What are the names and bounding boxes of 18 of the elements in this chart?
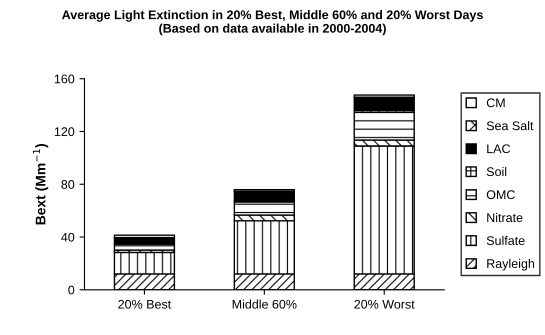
x-tick-label: Middle 60% bbox=[232, 299, 297, 309]
y-tick-label: 160 bbox=[54, 74, 74, 84]
legend-label: Soil bbox=[486, 166, 506, 176]
legend-label: LAC bbox=[487, 144, 510, 154]
y-axis-title: Bext (Mm$^{−1}$) bbox=[32, 144, 48, 224]
legend-label: Sea Salt bbox=[486, 121, 534, 130]
y-tick-label: 40 bbox=[61, 232, 74, 242]
y-tick-label: 80 bbox=[61, 180, 74, 189]
y-tick-label: 0 bbox=[68, 286, 74, 294]
legend-label: OMC bbox=[486, 190, 515, 200]
x-tick-label: 20% Worst bbox=[354, 300, 415, 309]
x-tick-label: 20% Best bbox=[118, 300, 172, 309]
legend-label: Rayleigh bbox=[487, 258, 534, 270]
legend-label: CM bbox=[486, 98, 505, 108]
y-tick-label: 120 bbox=[54, 127, 74, 136]
legend-label: Nitrate bbox=[487, 212, 522, 222]
chart-title: Average Light Extinction in 20% Best, Middle 60% and 20% Worst Days (Based on data available in 2000-2004) bbox=[62, 10, 483, 36]
legend-label: Sulfate bbox=[486, 236, 525, 246]
